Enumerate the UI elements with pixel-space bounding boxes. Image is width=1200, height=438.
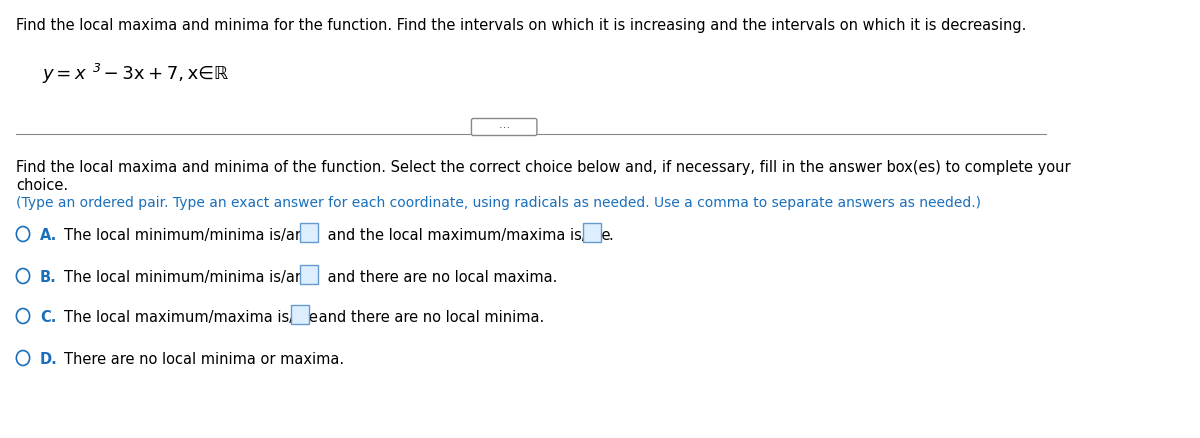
- FancyBboxPatch shape: [300, 223, 318, 243]
- Text: B.: B.: [40, 269, 56, 284]
- FancyBboxPatch shape: [583, 223, 600, 243]
- Text: …: …: [499, 120, 510, 130]
- FancyBboxPatch shape: [472, 119, 536, 136]
- Text: The local minimum/minima is/are: The local minimum/minima is/are: [64, 227, 314, 243]
- FancyBboxPatch shape: [300, 265, 318, 284]
- Text: and the local maximum/maxima is/are: and the local maximum/maxima is/are: [323, 227, 614, 243]
- Text: A.: A.: [40, 227, 58, 243]
- Text: y = x: y = x: [42, 65, 86, 83]
- Text: and there are no local maxima.: and there are no local maxima.: [323, 269, 557, 284]
- Text: The local minimum/minima is/are: The local minimum/minima is/are: [64, 269, 314, 284]
- Text: There are no local minima or maxima.: There are no local minima or maxima.: [64, 351, 344, 366]
- FancyBboxPatch shape: [292, 305, 308, 324]
- Text: C.: C.: [40, 309, 56, 324]
- Text: Find the local maxima and minima for the function. Find the intervals on which i: Find the local maxima and minima for the…: [16, 18, 1026, 33]
- Text: The local maximum/maxima is/are: The local maximum/maxima is/are: [64, 309, 322, 324]
- Text: choice.: choice.: [16, 177, 68, 193]
- Text: − 3x + 7, x∈ℝ: − 3x + 7, x∈ℝ: [100, 65, 228, 83]
- Text: .: .: [608, 227, 613, 243]
- Text: (Type an ordered pair. Type an exact answer for each coordinate, using radicals : (Type an ordered pair. Type an exact ans…: [16, 195, 980, 209]
- Text: D.: D.: [40, 351, 58, 366]
- Text: and there are no local minima.: and there are no local minima.: [314, 309, 545, 324]
- Text: Find the local maxima and minima of the function. Select the correct choice belo: Find the local maxima and minima of the …: [16, 159, 1070, 175]
- Text: 3: 3: [92, 62, 101, 75]
